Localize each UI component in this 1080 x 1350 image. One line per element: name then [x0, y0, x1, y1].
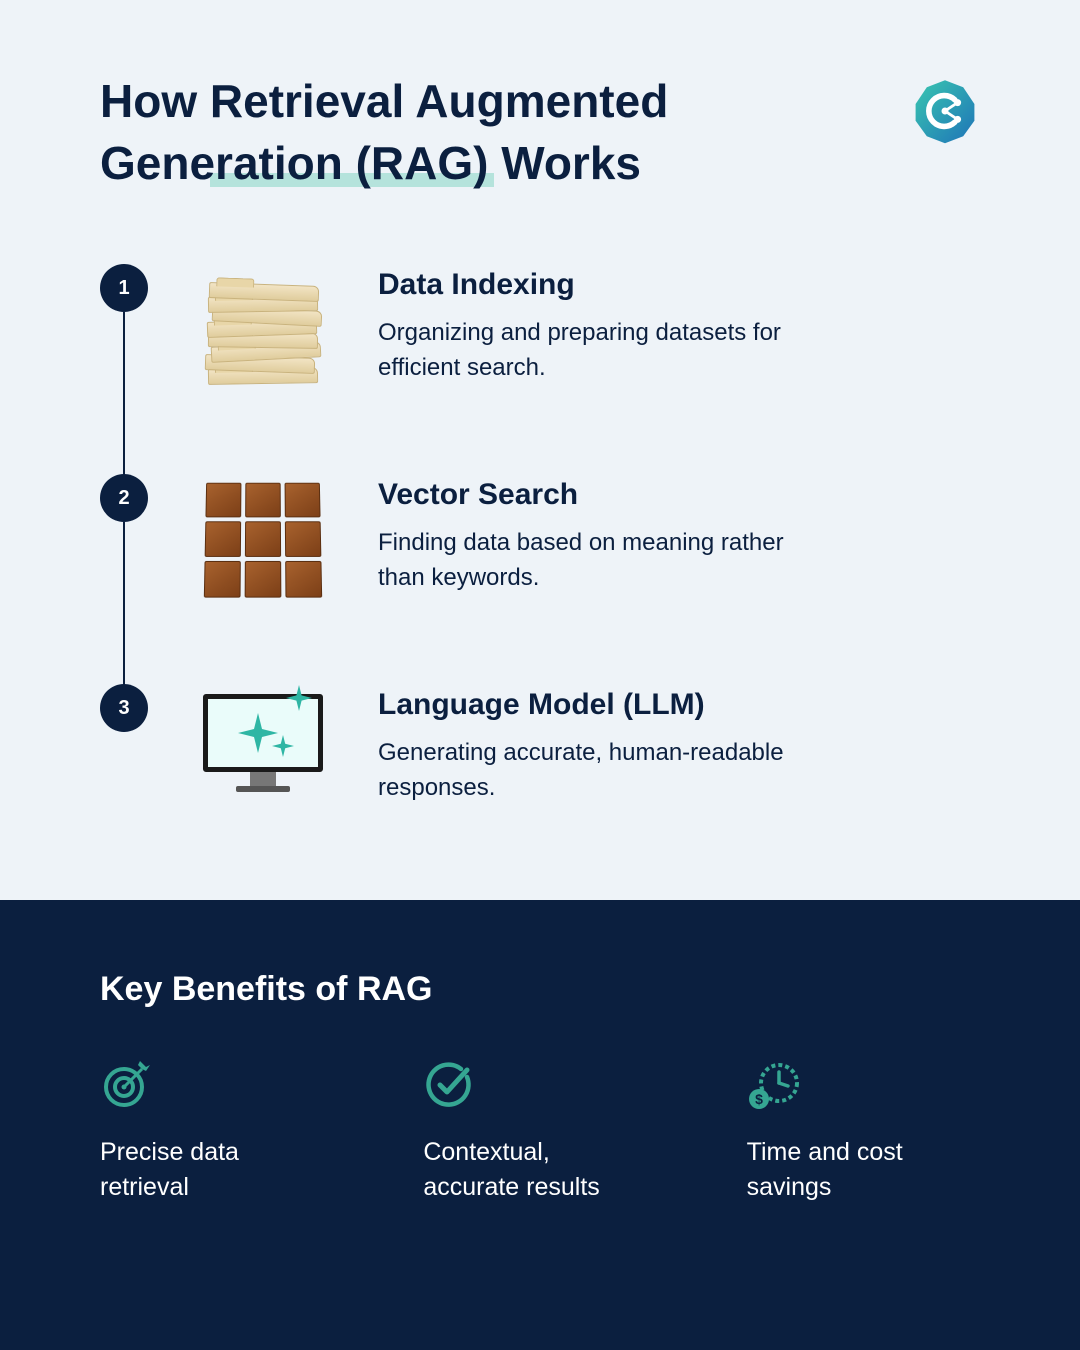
- step-text: Language Model (LLM) Generating accurate…: [378, 684, 980, 806]
- step-title: Data Indexing: [378, 268, 980, 302]
- step-text: Vector Search Finding data based on mean…: [378, 474, 980, 596]
- badge-column: 2: [100, 474, 148, 522]
- step-item: 1 Data Indexing Organizing and preparing: [100, 264, 980, 394]
- step-title: Vector Search: [378, 478, 980, 512]
- check-circle-icon: [423, 1059, 475, 1111]
- step-item: 3: [100, 684, 980, 814]
- step-text: Data Indexing Organizing and preparing d…: [378, 264, 980, 386]
- benefits-title: Key Benefits of RAG: [100, 970, 980, 1009]
- header: How Retrieval Augmented Generation (RAG)…: [100, 70, 980, 194]
- benefit-text: Precise data retrieval: [100, 1135, 320, 1205]
- step-description: Finding data based on meaning rather tha…: [378, 526, 818, 596]
- benefits-list: Precise data retrieval Contextual, accur…: [100, 1059, 980, 1205]
- badge-column: 1: [100, 264, 148, 312]
- benefit-item: $ Time and cost savings: [747, 1059, 980, 1205]
- svg-text:$: $: [755, 1091, 763, 1107]
- badge-column: 3: [100, 684, 148, 732]
- step-number-badge: 2: [100, 474, 148, 522]
- step-item: 2 Vector Search Finding data based on me…: [100, 474, 980, 604]
- step-description: Generating accurate, human-readable resp…: [378, 736, 818, 806]
- benefit-text: Contextual, accurate results: [423, 1135, 643, 1205]
- title-wrapper: How Retrieval Augmented Generation (RAG)…: [100, 70, 820, 194]
- top-section: How Retrieval Augmented Generation (RAG)…: [0, 0, 1080, 900]
- step-description: Organizing and preparing datasets for ef…: [378, 316, 818, 386]
- blocks-icon: [188, 474, 338, 604]
- step-number-badge: 3: [100, 684, 148, 732]
- clock-money-icon: $: [747, 1059, 799, 1111]
- folders-icon: [188, 264, 338, 394]
- step-number-badge: 1: [100, 264, 148, 312]
- brand-logo-icon: [910, 76, 980, 146]
- steps-list: 1 Data Indexing Organizing and preparing: [100, 264, 980, 814]
- target-icon: [100, 1059, 152, 1111]
- step-title: Language Model (LLM): [378, 688, 980, 722]
- title-suffix: Works: [488, 137, 641, 189]
- benefit-text: Time and cost savings: [747, 1135, 967, 1205]
- benefit-item: Precise data retrieval: [100, 1059, 333, 1205]
- monitor-icon: [188, 684, 338, 814]
- benefits-section: Key Benefits of RAG Precise data retriev…: [0, 900, 1080, 1350]
- title-prefix: How: [100, 75, 210, 127]
- page-title: How Retrieval Augmented Generation (RAG)…: [100, 70, 820, 194]
- benefit-item: Contextual, accurate results: [423, 1059, 656, 1205]
